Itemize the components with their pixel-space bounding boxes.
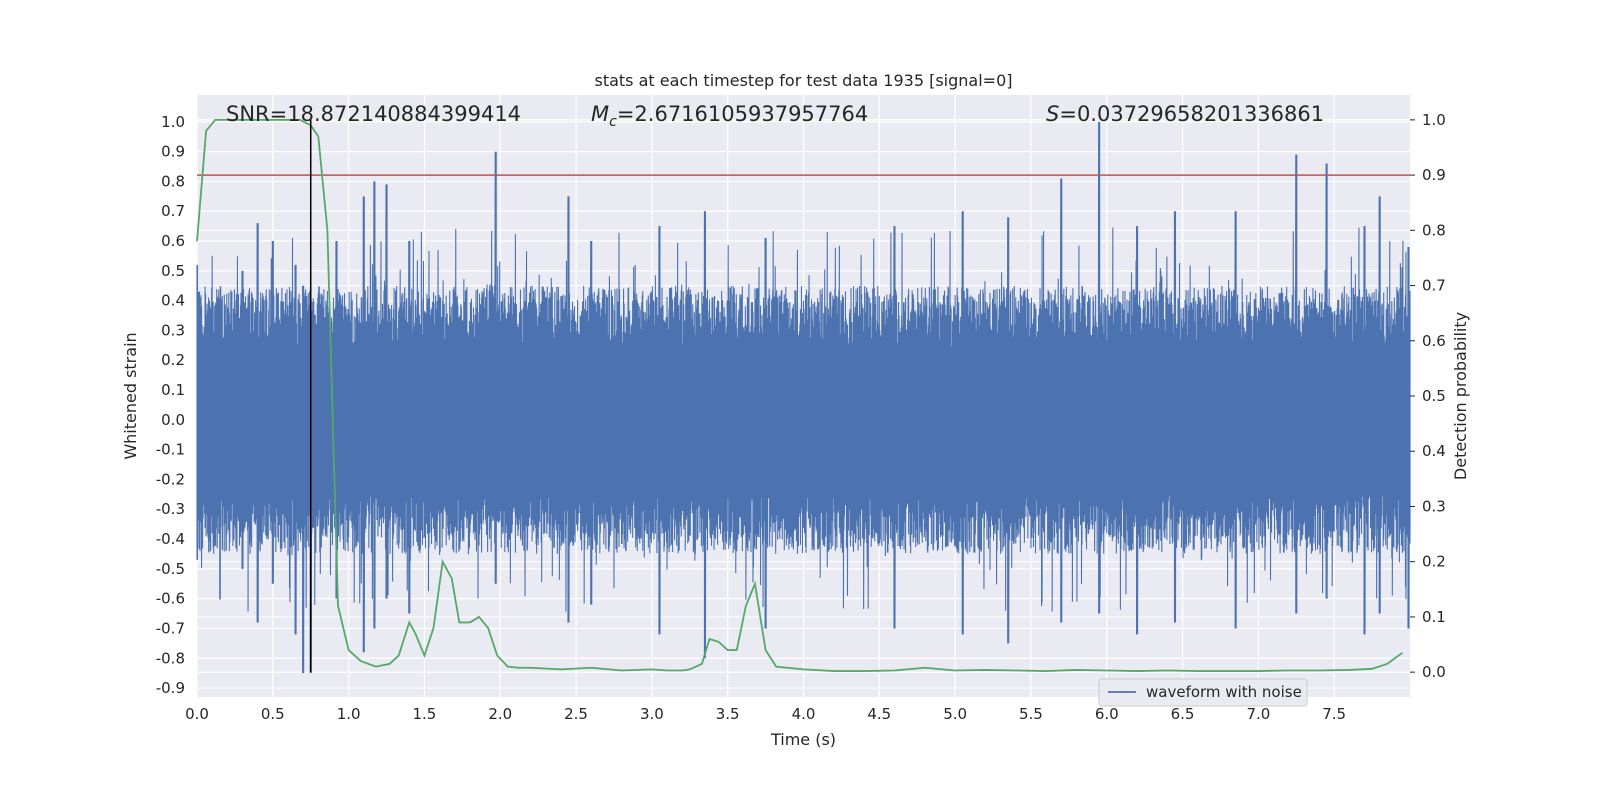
- x-tick-label: 1.0: [337, 705, 361, 723]
- x-axis-label: Time (s): [770, 730, 836, 749]
- s-value: =0.03729658201336861: [1059, 102, 1324, 126]
- x-tick-label: 1.5: [413, 705, 437, 723]
- mc-value: =2.6716105937957764: [617, 102, 868, 126]
- y-tick-label: -0.6: [156, 590, 185, 608]
- y-right-tick-label: 0.9: [1422, 166, 1446, 184]
- waveform-line: [196, 121, 1411, 674]
- y-right-tick-label: 0.0: [1422, 663, 1446, 681]
- x-tick-label: 5.0: [943, 705, 967, 723]
- y-tick-label: 0.7: [161, 202, 185, 220]
- y-tick-label: -0.1: [156, 441, 185, 459]
- x-tick-label: 2.0: [488, 705, 512, 723]
- y-right-tick-label: 0.4: [1422, 442, 1446, 460]
- s-symbol: S: [1046, 102, 1059, 126]
- y-right-tick-label: 0.3: [1422, 497, 1446, 515]
- y-tick-label: -0.4: [156, 530, 185, 548]
- y-tick-label: 0.5: [161, 262, 185, 280]
- y-tick-label: 0.0: [161, 411, 185, 429]
- y-tick-label: -0.9: [156, 679, 185, 697]
- legend-label-waveform: waveform with noise: [1146, 683, 1302, 701]
- y-tick-label: -0.2: [156, 470, 185, 488]
- y-tick-label: 0.1: [161, 381, 185, 399]
- x-tick-label: 7.5: [1322, 705, 1346, 723]
- x-tick-label: 3.5: [716, 705, 740, 723]
- y-right-tick-label: 0.6: [1422, 332, 1446, 350]
- legend-box: [1098, 678, 1308, 707]
- snr-annotation: SNR=18.872140884399414: [226, 102, 521, 126]
- s-annotation: S=0.03729658201336861: [1046, 102, 1324, 126]
- y-tick-label: -0.5: [156, 560, 185, 578]
- x-tick-label: 5.5: [1019, 705, 1043, 723]
- x-tick-label: 4.5: [867, 705, 891, 723]
- y-tick-label: 0.6: [161, 232, 185, 250]
- ticks: 0.0 0.5 1.0 1.5 2.0 2.5 3.0 3.5 4.0 4.5 5.0 5.5 6.0 6…: [156, 111, 1446, 723]
- y-right-tick-label: 0.1: [1422, 608, 1446, 626]
- x-tick-label: 6.0: [1095, 705, 1119, 723]
- y-tick-label: 0.3: [161, 321, 185, 339]
- y-right-tick-label: 0.7: [1422, 277, 1446, 295]
- y-tick-label: -0.8: [156, 649, 185, 667]
- y-axis-right-label: Detection probability: [1451, 312, 1470, 480]
- y-right-tick-label: 0.8: [1422, 221, 1446, 239]
- y-tick-label: 0.9: [161, 143, 185, 161]
- x-tick-label: 7.0: [1246, 705, 1270, 723]
- mc-subscript: c: [609, 114, 617, 130]
- y-tick-label: -0.7: [156, 619, 185, 637]
- mc-annotation: Mc=2.6716105937957764: [591, 102, 868, 130]
- x-tick-label: 0.5: [261, 705, 285, 723]
- y-tick-label: 0.4: [161, 292, 185, 310]
- y-right-tick-label: 1.0: [1422, 111, 1446, 129]
- x-tick-label: 0.0: [185, 705, 209, 723]
- y-tick-label: 0.2: [161, 351, 185, 369]
- y-tick-label: 1.0: [161, 113, 185, 131]
- legend: waveform with noise: [1098, 678, 1308, 707]
- x-tick-label: 3.0: [640, 705, 664, 723]
- overlay: [196, 118, 1410, 673]
- y-right-tick-label: 0.5: [1422, 387, 1446, 405]
- x-tick-label: 2.5: [564, 705, 588, 723]
- x-tick-label: 6.5: [1171, 705, 1195, 723]
- y-right-tick-label: 0.2: [1422, 553, 1446, 571]
- detection-probability-line: [196, 118, 1403, 672]
- mc-symbol: M: [591, 102, 609, 126]
- y-axis-label: Whitened strain: [121, 332, 140, 459]
- y-tick-label: 0.8: [161, 172, 185, 190]
- y-tick-label: -0.3: [156, 500, 185, 518]
- chart-title: stats at each timestep for test data 193…: [594, 71, 1012, 90]
- x-tick-label: 4.0: [792, 705, 816, 723]
- waveform-series: [196, 121, 1411, 674]
